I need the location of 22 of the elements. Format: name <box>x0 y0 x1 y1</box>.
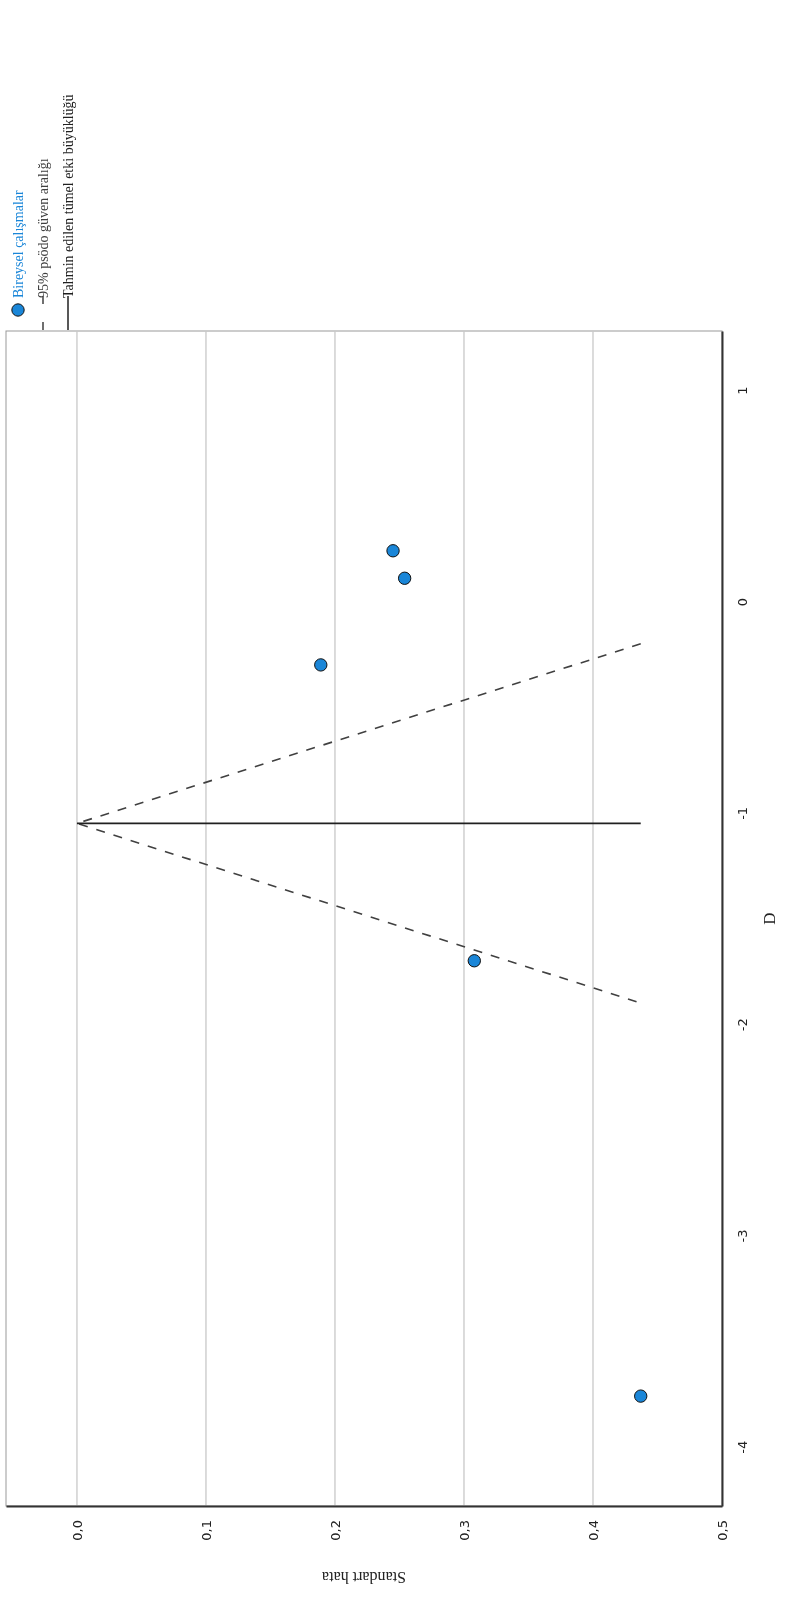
point <box>397 571 412 585</box>
text: Tahmin edilen tümel etki büyüklüğü <box>61 94 76 298</box>
x-tick-label: 0,1 <box>199 1520 215 1541</box>
point <box>314 658 328 672</box>
x-tick-label: 0,4 <box>586 1520 602 1541</box>
x-tick-label: 0,5 <box>715 1520 731 1541</box>
x-tick-label: 0,2 <box>328 1520 344 1541</box>
y-tick-label: 0 <box>734 597 750 607</box>
x-tick-label: 0,0 <box>70 1520 85 1541</box>
text: Bireysel çalışmalar <box>11 189 26 298</box>
point <box>467 954 481 968</box>
point <box>634 1389 648 1403</box>
point <box>386 544 400 558</box>
x-tick-label: 0,3 <box>457 1520 473 1541</box>
y-axis-title: D <box>760 912 779 925</box>
y-tick-label: -1 <box>734 806 750 820</box>
y-tick-label: -4 <box>734 1440 750 1454</box>
y-tick-label: -2 <box>734 1018 750 1032</box>
y-tick-label: 1 <box>734 386 750 395</box>
x-axis-title: Standart hata <box>322 1569 406 1586</box>
text: 95% psödo güven aralığı <box>36 158 51 298</box>
y-tick-label: -3 <box>734 1229 750 1243</box>
